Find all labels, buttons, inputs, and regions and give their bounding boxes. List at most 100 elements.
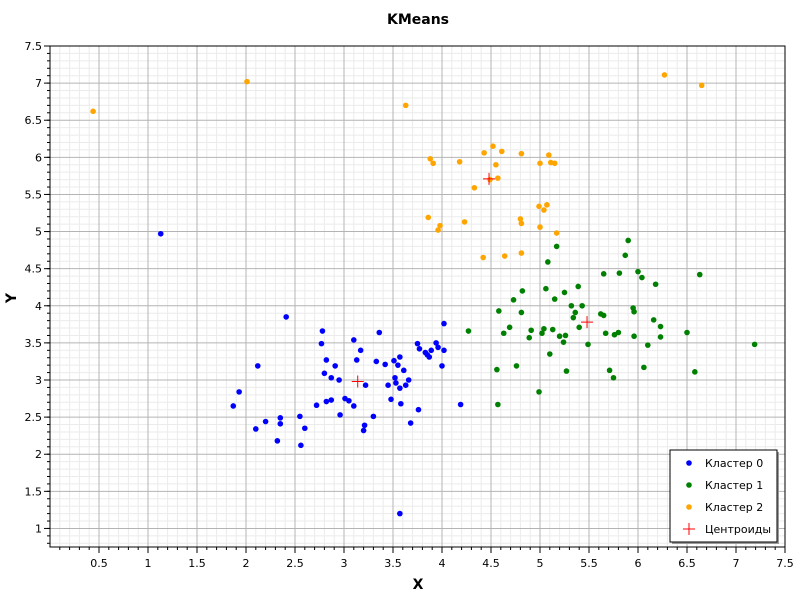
legend-marker: [686, 482, 692, 488]
data-point: [441, 320, 447, 327]
legend-label: Кластер 2: [705, 501, 763, 514]
data-point: [543, 285, 549, 292]
data-points: [90, 72, 758, 517]
y-tick-label: 6: [35, 151, 42, 164]
data-point: [323, 357, 330, 363]
data-point: [518, 250, 525, 256]
x-tick-label: 3: [341, 557, 348, 570]
data-point: [610, 374, 617, 381]
data-point: [457, 401, 464, 408]
data-point: [519, 288, 526, 294]
data-point: [549, 326, 556, 333]
data-point: [602, 330, 609, 337]
data-point: [576, 324, 582, 331]
data-point: [426, 354, 433, 360]
data-point: [480, 254, 486, 261]
legend-label: Центроиды: [705, 523, 771, 536]
data-point: [481, 150, 487, 156]
data-point: [441, 347, 447, 354]
data-point: [553, 230, 560, 236]
plot-area: [50, 46, 785, 547]
data-point: [600, 312, 607, 319]
x-tick-label: 1.5: [188, 557, 206, 570]
data-point: [600, 271, 607, 277]
data-point: [398, 400, 404, 407]
data-point: [553, 243, 560, 250]
data-point: [518, 309, 525, 316]
data-point: [433, 340, 439, 346]
data-point: [90, 108, 96, 115]
data-point: [274, 438, 281, 444]
data-point: [625, 237, 631, 244]
x-tick-label: 2: [243, 557, 250, 570]
data-point: [313, 402, 320, 409]
x-tick-label: 5: [537, 557, 544, 570]
data-point: [425, 214, 432, 221]
data-point: [526, 334, 533, 341]
series-cluster-1: [465, 237, 758, 408]
legend-marker: [686, 504, 692, 510]
data-point: [402, 102, 409, 109]
data-point: [506, 324, 513, 331]
data-point: [415, 406, 422, 413]
data-point: [321, 370, 328, 377]
data-point: [545, 259, 551, 265]
data-point: [362, 382, 369, 388]
data-point: [405, 377, 412, 383]
data-point: [370, 413, 377, 420]
data-point: [397, 354, 403, 360]
data-point: [393, 380, 399, 386]
x-tick-label: 6.5: [678, 557, 696, 570]
data-point: [397, 510, 403, 517]
x-tick-label: 2.5: [286, 557, 304, 570]
data-point: [513, 363, 520, 369]
data-point: [461, 219, 468, 225]
x-tick-label: 7.5: [776, 557, 794, 570]
data-point: [388, 396, 394, 403]
legend-label: Кластер 1: [705, 479, 763, 492]
x-tick-label: 4: [439, 557, 446, 570]
data-point: [657, 334, 664, 340]
y-tick-label: 1.5: [25, 485, 43, 498]
y-tick-label: 5.5: [25, 188, 43, 201]
x-axis-title: X: [413, 577, 424, 593]
legend-entry: Кластер 0: [686, 457, 763, 470]
data-point: [262, 418, 269, 425]
data-point: [518, 150, 525, 157]
data-point: [253, 426, 259, 432]
centroid-marker: [351, 375, 364, 388]
data-point: [615, 329, 622, 336]
y-tick-label: 5: [35, 226, 42, 239]
series-cluster-2: [90, 72, 705, 261]
gridlines: [50, 45, 786, 547]
y-tick-label: 2.5: [25, 411, 43, 424]
centroid-marker: [581, 316, 594, 329]
data-point: [528, 327, 534, 334]
y-tick-label: 6.5: [25, 114, 43, 127]
data-point: [360, 427, 367, 434]
data-point: [230, 403, 237, 409]
data-point: [328, 374, 335, 381]
data-point: [546, 152, 552, 158]
data-point: [631, 333, 637, 340]
data-point: [575, 283, 582, 290]
data-point: [471, 184, 478, 191]
x-tick-label: 6: [635, 557, 642, 570]
x-tick-label: 4.5: [482, 557, 500, 570]
data-point: [495, 401, 501, 408]
data-point: [361, 422, 368, 429]
y-axis-ticks: 1 1.5 2 2.5 3 3.5 4 4.5 5 5.5 6 6.5 7 7.5: [25, 40, 50, 535]
data-point: [536, 203, 542, 210]
data-point: [319, 328, 326, 334]
x-tick-label: 5.5: [580, 557, 598, 570]
data-point: [631, 308, 637, 315]
y-tick-label: 7: [35, 77, 42, 90]
data-point: [518, 220, 525, 227]
data-point: [556, 333, 563, 340]
x-tick-label: 1: [145, 557, 152, 570]
y-tick-label: 3: [35, 374, 42, 387]
plot-border: [49, 45, 786, 548]
data-point: [244, 78, 250, 85]
data-point: [353, 357, 360, 363]
data-point: [414, 340, 421, 347]
